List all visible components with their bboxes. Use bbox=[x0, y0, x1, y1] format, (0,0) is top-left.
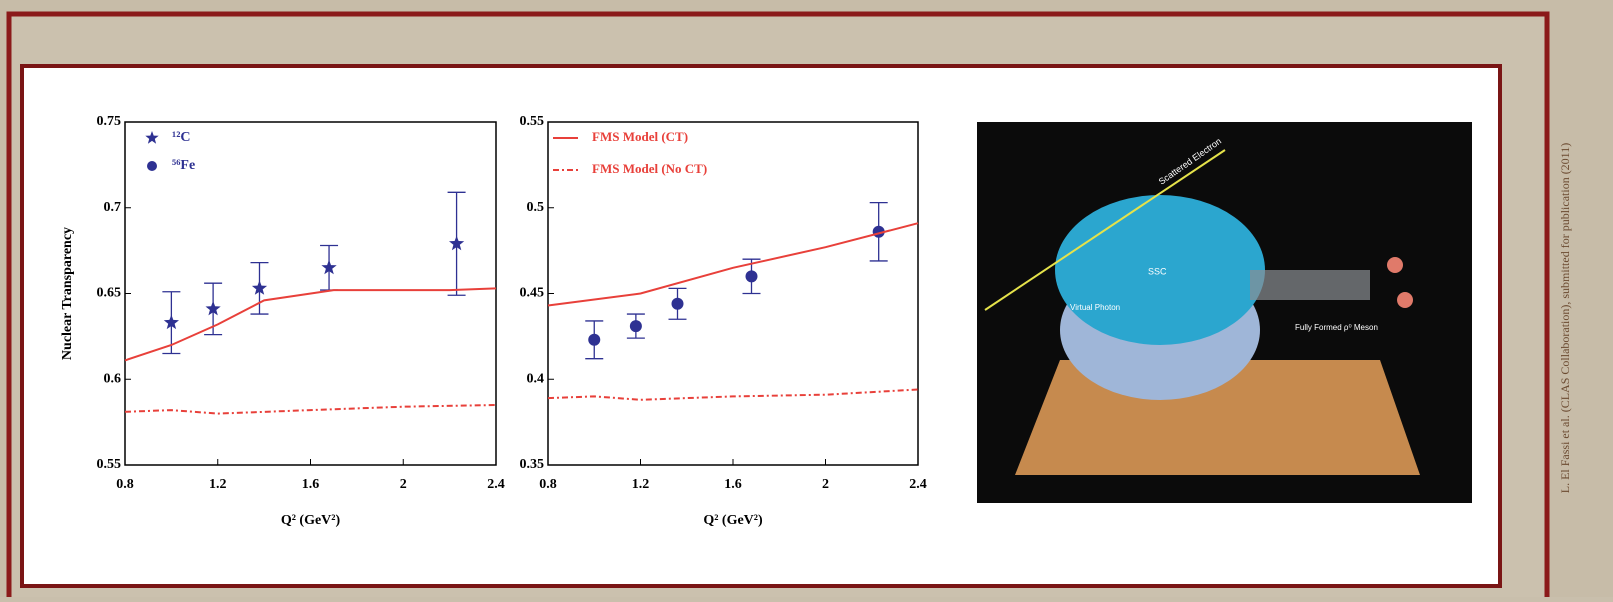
legend-marker bbox=[145, 131, 159, 144]
point bbox=[251, 280, 268, 295]
y-axis-label: Nuclear Transparency bbox=[60, 227, 75, 360]
point bbox=[321, 259, 337, 275]
legend-label: FMS Model (CT) bbox=[592, 129, 688, 144]
y-tick-label: 0.7 bbox=[104, 200, 122, 215]
legend-label: ⁵⁶Fe bbox=[172, 158, 195, 173]
electron-track bbox=[984, 149, 1226, 311]
line bbox=[124, 404, 497, 415]
y-tick-label: 0.6 bbox=[104, 371, 122, 386]
y-tick-label: 0.55 bbox=[97, 457, 122, 472]
x-tick-label: 1.2 bbox=[632, 477, 650, 492]
x-tick-label: 2.4 bbox=[487, 477, 505, 492]
point bbox=[588, 333, 601, 346]
y-tick-label: 0.45 bbox=[520, 286, 545, 301]
credit: L. El Fassi et al. (CLAS Collaboration),… bbox=[1558, 143, 1572, 494]
y-tick-label: 0.5 bbox=[527, 200, 545, 215]
y-tick-label: 0.55 bbox=[520, 114, 545, 129]
y-tick-label: 0.65 bbox=[97, 286, 122, 301]
x-tick-label: 1.6 bbox=[724, 477, 742, 492]
legend-label: ¹²C bbox=[172, 130, 191, 145]
x-axis-label: Q² (GeV²) bbox=[281, 513, 341, 528]
x-axis-label: Q² (GeV²) bbox=[703, 513, 763, 528]
y-tick-label: 0.35 bbox=[520, 457, 545, 472]
point bbox=[205, 300, 221, 316]
x-tick-label: 1.6 bbox=[302, 477, 320, 492]
x-tick-label: 1.2 bbox=[209, 477, 227, 492]
x-tick-label: 2 bbox=[400, 477, 407, 492]
x-tick-label: 0.8 bbox=[539, 477, 557, 492]
pion bbox=[1397, 292, 1413, 308]
illustration: Scattered Electron SSC Virtual Photon Fu… bbox=[977, 122, 1472, 503]
point bbox=[745, 270, 758, 283]
legend-marker bbox=[147, 161, 157, 171]
point bbox=[163, 314, 179, 330]
label: Fully Formed ρ⁰ Meson bbox=[1295, 323, 1378, 332]
label: Virtual Photon bbox=[1070, 303, 1120, 312]
nucleus-top bbox=[1055, 195, 1265, 345]
point bbox=[449, 235, 465, 251]
x-tick-label: 0.8 bbox=[116, 477, 134, 492]
y-tick-label: 0.4 bbox=[527, 371, 545, 386]
x-tick-label: 2.4 bbox=[909, 477, 927, 492]
label: SSC bbox=[1148, 266, 1167, 276]
line bbox=[547, 388, 919, 401]
point bbox=[671, 297, 684, 310]
x-tick-label: 2 bbox=[822, 477, 829, 492]
line bbox=[124, 287, 497, 362]
line bbox=[547, 222, 919, 307]
legend-label: FMS Model (No CT) bbox=[592, 161, 707, 176]
meson-path bbox=[1250, 270, 1370, 300]
y-tick-label: 0.75 bbox=[97, 114, 122, 129]
point bbox=[629, 320, 642, 333]
pion bbox=[1387, 257, 1403, 273]
